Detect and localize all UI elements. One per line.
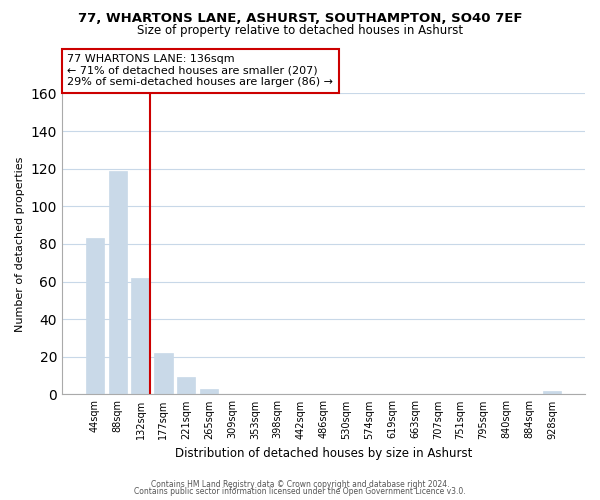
Text: 77, WHARTONS LANE, ASHURST, SOUTHAMPTON, SO40 7EF: 77, WHARTONS LANE, ASHURST, SOUTHAMPTON,… [78, 12, 522, 24]
Y-axis label: Number of detached properties: Number of detached properties [15, 156, 25, 332]
Bar [131, 278, 150, 394]
Text: Size of property relative to detached houses in Ashurst: Size of property relative to detached ho… [137, 24, 463, 37]
X-axis label: Distribution of detached houses by size in Ashurst: Distribution of detached houses by size … [175, 447, 472, 460]
Text: Contains public sector information licensed under the Open Government Licence v3: Contains public sector information licen… [134, 487, 466, 496]
Bar [543, 390, 561, 394]
Bar [177, 378, 196, 394]
Text: Contains HM Land Registry data © Crown copyright and database right 2024.: Contains HM Land Registry data © Crown c… [151, 480, 449, 489]
Text: 77 WHARTONS LANE: 136sqm
← 71% of detached houses are smaller (207)
29% of semi-: 77 WHARTONS LANE: 136sqm ← 71% of detach… [67, 54, 333, 88]
Bar [200, 389, 218, 394]
Bar [86, 238, 104, 394]
Bar [109, 170, 127, 394]
Bar [154, 353, 173, 395]
